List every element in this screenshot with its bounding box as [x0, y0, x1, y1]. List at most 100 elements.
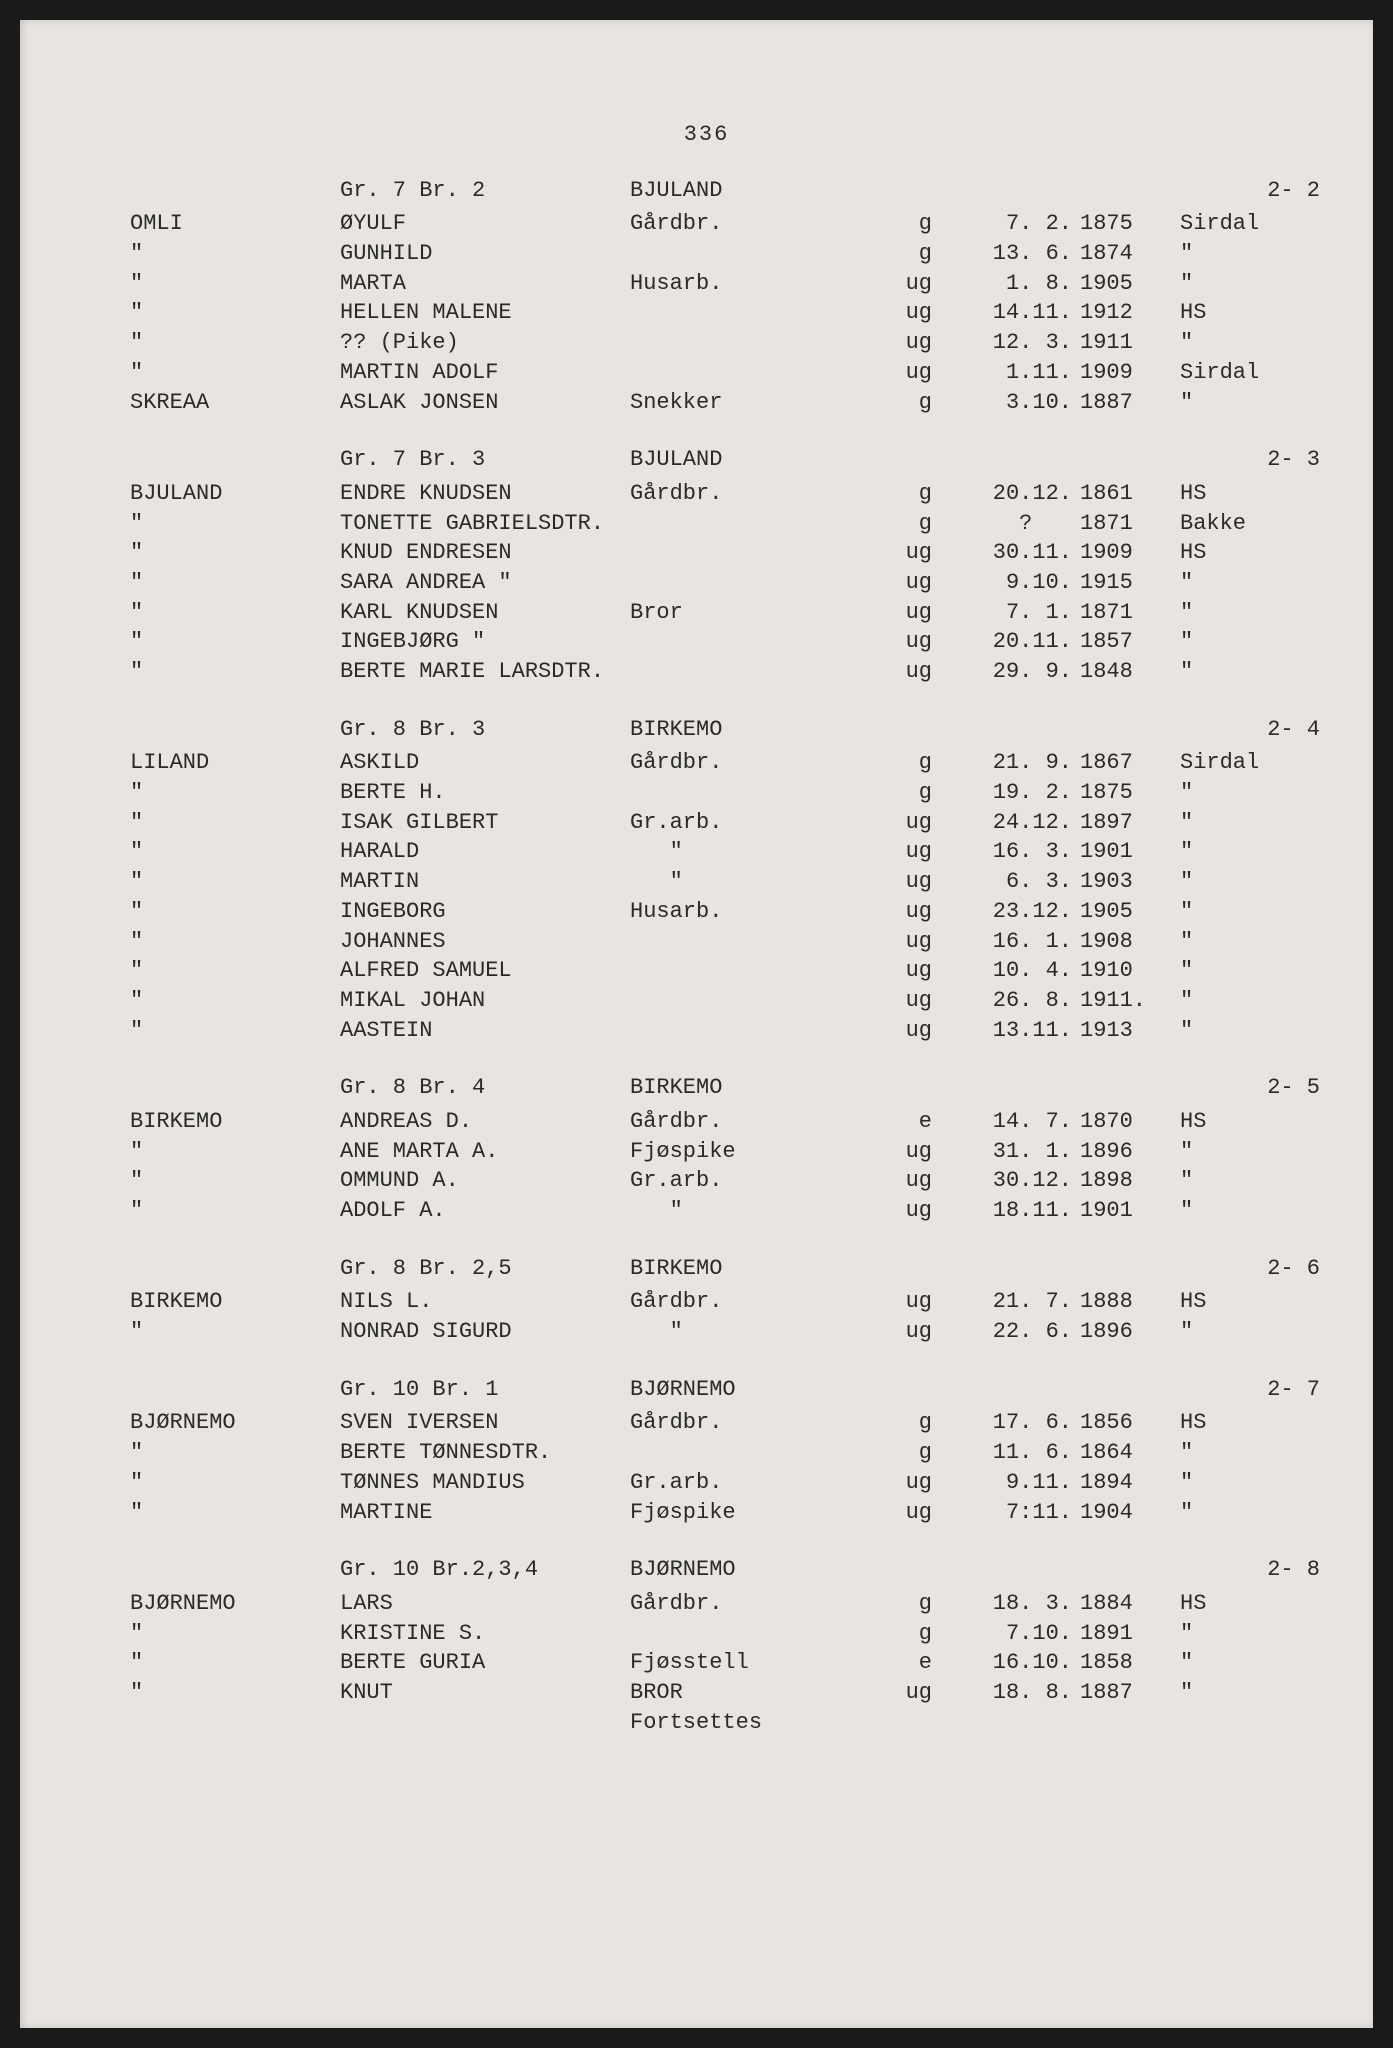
person-row: "SARA ANDREA "ug 9.10.1915"	[130, 568, 1283, 598]
occupation: BROR	[630, 1678, 880, 1708]
birth-date: 9.10.	[940, 568, 1080, 598]
person-row: "MARTIN ADOLFug 1.11.1909Sirdal	[130, 358, 1283, 388]
section-ref: 2- 7	[1220, 1375, 1320, 1405]
birth-date: ?	[940, 509, 1080, 539]
birth-date: 29. 9.	[940, 657, 1080, 687]
birth-date: 21. 9.	[940, 748, 1080, 778]
occupation: Fjøspike	[630, 1498, 880, 1528]
occupation	[630, 358, 880, 388]
person-row: "TØNNES MANDIUSGr.arb.ug 9.11.1894"	[130, 1468, 1283, 1498]
person-row: "HARALD "ug16. 3.1901"	[130, 837, 1283, 867]
birth-date: 10. 4.	[940, 956, 1080, 986]
occupation: Gr.arb.	[630, 808, 880, 838]
surname: BJØRNEMO	[130, 1589, 340, 1619]
birth-year: 1884	[1080, 1589, 1180, 1619]
birth-year: 1856	[1080, 1408, 1180, 1438]
birthplace: "	[1180, 927, 1320, 957]
section-ref: 2- 2	[1220, 176, 1320, 206]
marital-status: ug	[880, 538, 940, 568]
given-name: BERTE H.	[340, 778, 630, 808]
given-name: MARTINE	[340, 1498, 630, 1528]
section-ref: 2- 3	[1220, 445, 1320, 475]
given-name: ASKILD	[340, 748, 630, 778]
marital-status: ug	[880, 328, 940, 358]
given-name: ?? (Pike)	[340, 328, 630, 358]
marital-status: ug	[880, 269, 940, 299]
birth-date: 19. 2.	[940, 778, 1080, 808]
occupation: Gårdbr.	[630, 1287, 880, 1317]
surname: BJULAND	[130, 479, 340, 509]
person-row: "ADOLF A. "ug18.11.1901"	[130, 1196, 1283, 1226]
birthplace: "	[1180, 808, 1320, 838]
birth-date: 7. 2.	[940, 209, 1080, 239]
surname: "	[130, 927, 340, 957]
birth-year: 1897	[1080, 808, 1180, 838]
surname: OMLI	[130, 209, 340, 239]
occupation: Gårdbr.	[630, 1107, 880, 1137]
birth-year: 1858	[1080, 1648, 1180, 1678]
given-name: TONETTE GABRIELSDTR.	[340, 509, 630, 539]
birthplace: Bakke	[1180, 509, 1320, 539]
birthplace: "	[1180, 657, 1320, 687]
person-row: BIRKEMONILS L.Gårdbr.ug21. 7.1888HS	[130, 1287, 1283, 1317]
given-name: SARA ANDREA "	[340, 568, 630, 598]
birth-date: 18. 8.	[940, 1678, 1080, 1708]
birth-year: 1912	[1080, 298, 1180, 328]
marital-status: ug	[880, 956, 940, 986]
given-name: TØNNES MANDIUS	[340, 1468, 630, 1498]
marital-status: g	[880, 1619, 940, 1649]
birth-date: 6. 3.	[940, 867, 1080, 897]
occupation	[630, 986, 880, 1016]
farm-reference: Gr. 10 Br.2,3,4	[340, 1555, 630, 1585]
birth-year: 1857	[1080, 627, 1180, 657]
person-row: SKREAAASLAK JONSENSnekkerg 3.10.1887"	[130, 388, 1283, 418]
occupation	[630, 1619, 880, 1649]
birthplace: "	[1180, 1678, 1320, 1708]
marital-status: g	[880, 209, 940, 239]
birthplace: "	[1180, 1438, 1320, 1468]
occupation: Husarb.	[630, 269, 880, 299]
person-row: BJØRNEMOLARSGårdbr.g18. 3.1884HS	[130, 1589, 1283, 1619]
birth-year: 1887	[1080, 388, 1180, 418]
birth-year: 1874	[1080, 239, 1180, 269]
person-row: "OMMUND A.Gr.arb.ug30.12.1898"	[130, 1166, 1283, 1196]
surname: SKREAA	[130, 388, 340, 418]
surname: "	[130, 956, 340, 986]
birth-year: 1911	[1080, 328, 1180, 358]
marital-status: g	[880, 509, 940, 539]
birthplace: "	[1180, 627, 1320, 657]
given-name: INGEBJØRG "	[340, 627, 630, 657]
given-name: ENDRE KNUDSEN	[340, 479, 630, 509]
surname: "	[130, 1619, 340, 1649]
marital-status: ug	[880, 1166, 940, 1196]
marital-status: ug	[880, 1016, 940, 1046]
birth-date: 18. 3.	[940, 1589, 1080, 1619]
occupation	[630, 509, 880, 539]
given-name: MIKAL JOHAN	[340, 986, 630, 1016]
occupation: Gårdbr.	[630, 1408, 880, 1438]
person-row: "MIKAL JOHANug26. 8.1911."	[130, 986, 1283, 1016]
surname: "	[130, 837, 340, 867]
occupation: "	[630, 837, 880, 867]
occupation	[630, 1438, 880, 1468]
marital-status: ug	[880, 927, 940, 957]
given-name: AASTEIN	[340, 1016, 630, 1046]
birth-year: 1901	[1080, 837, 1180, 867]
sections-container: Gr. 7 Br. 2BJULAND2- 2OMLIØYULFGårdbr.g …	[130, 176, 1283, 1738]
section-header: Gr. 7 Br. 3BJULAND2- 3	[130, 445, 1283, 475]
person-row: "GUNHILDg13. 6.1874"	[130, 239, 1283, 269]
marital-status: ug	[880, 1678, 940, 1708]
continuation-row: Fortsettes	[130, 1708, 1283, 1738]
farm-reference: Gr. 8 Br. 2,5	[340, 1254, 630, 1284]
person-row: BJULANDENDRE KNUDSENGårdbr.g20.12.1861HS	[130, 479, 1283, 509]
given-name: ØYULF	[340, 209, 630, 239]
birthplace: "	[1180, 1498, 1320, 1528]
birthplace: "	[1180, 1468, 1320, 1498]
occupation: Gr.arb.	[630, 1468, 880, 1498]
surname: "	[130, 1498, 340, 1528]
person-row: "AASTEINug13.11.1913"	[130, 1016, 1283, 1046]
birth-year: 1909	[1080, 358, 1180, 388]
location-name: BIRKEMO	[630, 715, 880, 745]
occupation	[630, 538, 880, 568]
person-row: "KARL KNUDSENBrorug 7. 1.1871"	[130, 598, 1283, 628]
